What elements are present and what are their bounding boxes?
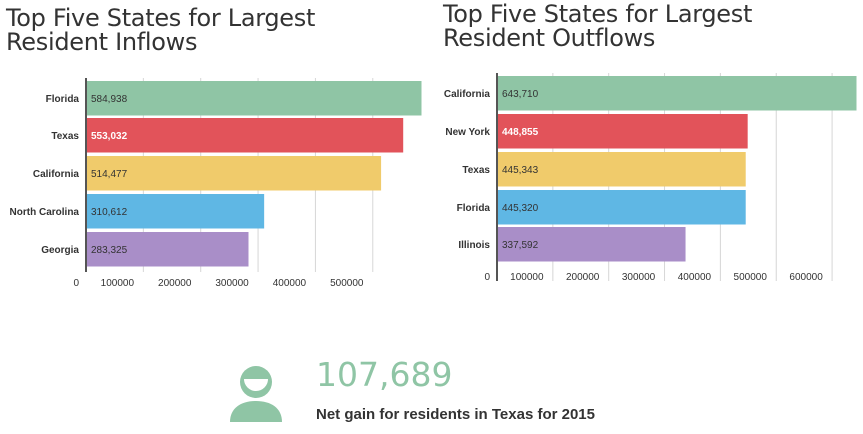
- outflows-tick-label-1: 100000: [510, 272, 544, 283]
- outflows-tick-label-2: 200000: [566, 272, 600, 283]
- inflows-value-label: 283,325: [91, 245, 128, 256]
- inflows-title-line-2: Resident Inflows: [6, 28, 198, 56]
- inflows-title-line-1: Top Five States for Largest: [6, 4, 316, 32]
- inflows-bar-north-carolina: [86, 194, 265, 229]
- outflows-tick-label-4: 400000: [678, 272, 712, 283]
- inflows-category-label: California: [33, 169, 80, 180]
- outflows-bar-illinois: [497, 227, 686, 262]
- outflows-tick-label-5: 500000: [734, 272, 768, 283]
- outflows-bar-chart: California 643,710 New York 448,855 Texas 445…: [444, 73, 857, 283]
- inflows-bar-georgia: [86, 232, 249, 267]
- outflows-value-label: 445,320: [502, 203, 539, 214]
- outflows-tick-label-6: 600000: [789, 272, 823, 283]
- inflows-chart-title: Top Five States for Largest Resident Inf…: [6, 6, 315, 54]
- outflows-title-line-2: Resident Outflows: [443, 24, 656, 52]
- outflows-tick-label-0: 0: [484, 272, 490, 283]
- person-icon: [230, 366, 282, 422]
- outflows-bar-california: [497, 76, 857, 111]
- net-gain-caption: Net gain for residents in Texas for 2015: [316, 406, 595, 423]
- inflows-tick-label-1: 100000: [101, 278, 135, 289]
- net-gain-number: 107,689: [316, 355, 453, 394]
- outflows-bar-new-york: [497, 114, 748, 149]
- outflows-category-label: Florida: [457, 203, 491, 214]
- inflows-value-label: 553,032: [91, 131, 128, 142]
- outflows-tick-label-3: 300000: [622, 272, 656, 283]
- inflows-bar-texas: [86, 118, 404, 153]
- inflows-bar-california: [86, 156, 382, 191]
- inflows-value-label: 310,612: [91, 207, 128, 218]
- inflows-tick-label-0: 0: [73, 278, 79, 289]
- outflows-chart-title: Top Five States for Largest Resident Out…: [443, 2, 752, 50]
- inflows-bar-chart: Florida 584,938 Texas 553,032 California 514,…: [10, 78, 422, 289]
- inflows-tick-label-4: 400000: [273, 278, 307, 289]
- inflows-value-label: 584,938: [91, 94, 128, 105]
- inflows-tick-label-5: 500000: [330, 278, 364, 289]
- outflows-category-label: California: [444, 89, 491, 100]
- outflows-title-line-1: Top Five States for Largest: [443, 0, 753, 28]
- outflows-bar-texas: [497, 152, 746, 187]
- outflows-value-label: 643,710: [502, 89, 539, 100]
- inflows-tick-label-2: 200000: [158, 278, 192, 289]
- outflows-value-label: 448,855: [502, 127, 539, 138]
- inflows-bar-florida: [86, 81, 422, 116]
- inflows-category-label: Georgia: [41, 245, 79, 256]
- outflows-value-label: 337,592: [502, 240, 539, 251]
- outflows-category-label: New York: [445, 127, 490, 138]
- outflows-value-label: 445,343: [502, 165, 539, 176]
- outflows-category-label: Texas: [462, 165, 490, 176]
- inflows-category-label: Florida: [46, 94, 80, 105]
- inflows-tick-label-3: 300000: [215, 278, 249, 289]
- outflows-bar-florida: [497, 190, 746, 225]
- outflows-category-label: Illinois: [458, 240, 490, 251]
- inflows-category-label: North Carolina: [10, 207, 80, 218]
- inflows-category-label: Texas: [51, 131, 79, 142]
- inflows-value-label: 514,477: [91, 169, 128, 180]
